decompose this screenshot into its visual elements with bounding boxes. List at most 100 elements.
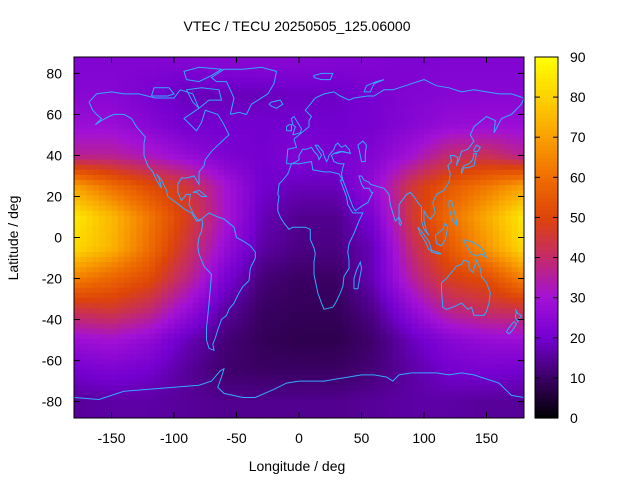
colorbar-segment xyxy=(535,177,558,182)
colorbar-segment xyxy=(535,353,558,359)
x-tick-label: 0 xyxy=(295,430,303,446)
colorbar-segment xyxy=(535,253,558,259)
colorbar-segment xyxy=(535,121,558,126)
colorbar-segment xyxy=(535,273,558,279)
colorbar-tick-label: 40 xyxy=(570,250,586,266)
colorbar-segment xyxy=(535,157,558,162)
colorbar-segment xyxy=(535,277,558,283)
coastline-iceland xyxy=(268,99,284,109)
coastline-new-zealand-south xyxy=(505,321,518,335)
coastline-novaya-zemlya xyxy=(363,79,385,93)
colorbar-segment xyxy=(535,269,558,275)
colorbar-segment xyxy=(535,213,558,219)
colorbar-segment xyxy=(535,145,558,150)
colorbar-segment xyxy=(535,285,558,291)
colorbar-tick-label: 50 xyxy=(570,209,586,225)
colorbar-segment xyxy=(535,133,558,138)
colorbar-segment xyxy=(535,69,558,74)
colorbar-segment xyxy=(535,405,558,411)
colorbar-segment xyxy=(535,205,558,211)
colorbar-segment xyxy=(535,197,558,202)
x-tick-label: -150 xyxy=(97,430,125,446)
colorbar-segment xyxy=(535,413,558,419)
colorbar-segment xyxy=(535,169,558,174)
colorbar-segment xyxy=(535,293,558,299)
colorbar-segment xyxy=(535,193,558,198)
coastline-greenland xyxy=(210,66,278,115)
colorbar-tick-label: 90 xyxy=(570,49,586,65)
colorbar-segment xyxy=(535,161,558,166)
colorbar-segment xyxy=(535,325,558,331)
coastline-hokkaido xyxy=(473,144,481,152)
colorbar-segment xyxy=(535,249,558,255)
coastline-madagascar xyxy=(353,260,363,290)
colorbar-segment xyxy=(535,125,558,130)
colorbar-segment xyxy=(535,101,558,106)
coastline-sri-lanka xyxy=(398,216,403,227)
colorbar-segment xyxy=(535,393,558,399)
colorbar-segment xyxy=(535,329,558,335)
y-axis: -80 -60 -40 -20 0 20 40 60 80 xyxy=(42,65,524,410)
colorbar-segment xyxy=(535,181,558,186)
coastline-caspian-sea xyxy=(357,140,368,163)
colorbar-segment xyxy=(535,373,558,379)
colorbar-segment xyxy=(535,261,558,267)
colorbar-segment xyxy=(535,77,558,82)
colorbar-tick-label: 70 xyxy=(570,129,586,145)
coastline-cuba xyxy=(192,189,208,197)
x-axis: -150 -100 -50 0 50 100 150 xyxy=(97,57,498,446)
colorbar-segment xyxy=(535,409,558,415)
colorbar-segment xyxy=(535,385,558,391)
y-tick-label: 0 xyxy=(54,230,62,246)
colorbar-segment xyxy=(535,289,558,295)
colorbar-segment xyxy=(535,237,558,243)
colorbar-segment xyxy=(535,377,558,383)
colorbar-segment xyxy=(535,297,558,303)
coastline-ellesmere-island xyxy=(183,66,224,83)
y-tick-label: -80 xyxy=(42,394,62,410)
colorbar-segment xyxy=(535,361,558,367)
colorbar-segment xyxy=(535,89,558,94)
colorbar-tick-label: 0 xyxy=(570,410,578,426)
colorbar-segment xyxy=(535,113,558,118)
y-tick-label: -20 xyxy=(42,271,62,287)
colorbar-segment xyxy=(535,117,558,122)
x-axis-label: Longitude / deg xyxy=(249,458,346,474)
colorbar-segment xyxy=(535,165,558,170)
coastline-java xyxy=(429,249,442,255)
colorbar-segment xyxy=(535,153,558,158)
coastline-borneo xyxy=(434,221,449,247)
colorbar-segment xyxy=(535,309,558,315)
colorbar-segment xyxy=(535,209,558,215)
colorbar-segment xyxy=(535,57,558,62)
y-axis-label: Latitude / deg xyxy=(5,196,21,281)
coastline-new-zealand-north xyxy=(514,309,523,323)
colorbar-tick-label: 20 xyxy=(570,330,586,346)
coastline-antarctica xyxy=(74,367,524,401)
colorbar-segment xyxy=(535,245,558,251)
colorbar-frame xyxy=(534,56,559,419)
colorbar-segment xyxy=(535,201,558,207)
colorbar-segment xyxy=(535,141,558,146)
coastline-ireland xyxy=(286,124,292,132)
colorbar-segment xyxy=(535,217,558,223)
coastline-japan xyxy=(461,152,478,175)
colorbar-segment xyxy=(535,173,558,178)
colorbar-segment xyxy=(535,109,558,114)
coastlines xyxy=(74,66,524,401)
coastline-south-america xyxy=(197,212,256,352)
colorbar-segment xyxy=(535,321,558,327)
coastline-svalbard xyxy=(313,72,334,81)
colorbar-segment xyxy=(535,381,558,387)
colorbar-segment xyxy=(535,189,558,194)
x-tick-label: 50 xyxy=(354,430,370,446)
colorbar-segment xyxy=(535,317,558,323)
colorbar-segment xyxy=(535,93,558,98)
colorbar-segment xyxy=(535,185,558,190)
colorbar-segment xyxy=(535,129,558,134)
coastline-victoria-island xyxy=(151,87,175,97)
x-tick-label: -100 xyxy=(160,430,188,446)
colorbar-segment xyxy=(535,229,558,235)
colorbar xyxy=(535,57,558,419)
x-tick-label: 100 xyxy=(412,430,436,446)
